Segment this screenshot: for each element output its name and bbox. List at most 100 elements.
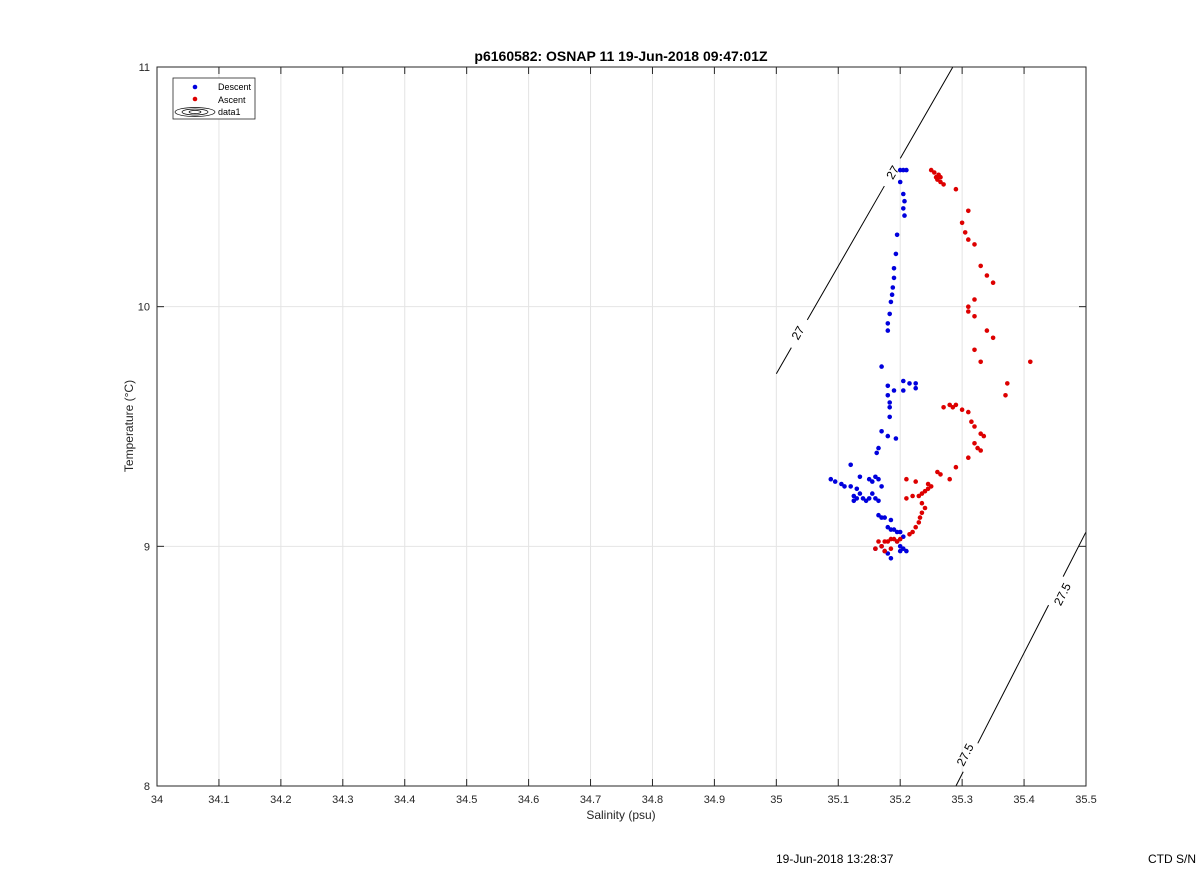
x-axis-label: Salinity (psu)	[586, 808, 655, 822]
ascent-point	[928, 484, 934, 489]
x-tick-label: 34.7	[580, 794, 601, 806]
ascent-point	[950, 405, 956, 410]
ascent-point	[938, 179, 943, 185]
ascent-point	[916, 520, 922, 525]
descent-point	[857, 474, 863, 480]
ascent-point	[959, 220, 965, 226]
ascent-point	[922, 505, 928, 511]
x-tick-label: 34.5	[456, 794, 477, 806]
descent-point	[848, 462, 853, 468]
x-tick-label: 34.6	[518, 794, 539, 806]
ascent-point	[919, 510, 925, 516]
ascent-point	[913, 479, 918, 484]
x-tick-label: 34.3	[332, 794, 353, 806]
ascent-point	[978, 359, 983, 365]
footer-timestamp: 19-Jun-2018 13:28:37	[776, 852, 894, 866]
ascent-point	[953, 402, 959, 408]
descent-point	[882, 515, 887, 520]
descent-point	[866, 496, 872, 501]
ascent-point	[904, 476, 909, 482]
descent-point	[887, 405, 892, 410]
descent-point	[885, 383, 891, 389]
descent-point	[879, 484, 884, 489]
ascent-point	[1003, 393, 1008, 398]
descent-point	[891, 388, 897, 393]
ascent-point	[972, 297, 977, 302]
ascent-point	[938, 472, 943, 477]
descent-point	[902, 198, 907, 204]
ascent-point	[966, 208, 971, 214]
axis-ticks: 34 34.1 34.2 34.3 34.4 34.5 34.6 34.7 34.8 34.9 35…	[138, 62, 1097, 806]
contour-line-segment	[977, 604, 1049, 744]
descent-point	[832, 479, 838, 484]
ascent-point	[882, 539, 887, 544]
ascent-point	[907, 532, 912, 537]
ascent-point	[975, 445, 980, 451]
ascent-point	[966, 237, 971, 242]
descent-point	[901, 378, 906, 384]
descent-point	[885, 321, 891, 326]
legend-data1-label: data1	[218, 107, 241, 117]
contour-line-segment	[806, 185, 885, 321]
contour-label: 27	[789, 323, 808, 342]
ascent-point	[972, 424, 977, 429]
descent-point	[885, 328, 891, 333]
descent-point	[913, 381, 918, 386]
ascent-point	[913, 524, 918, 530]
descent-point	[891, 527, 897, 532]
ascent-point	[873, 546, 878, 551]
chart-title: p6160582: OSNAP 11 19-Jun-2018 09:47:01Z	[474, 48, 768, 64]
descent-point	[873, 496, 878, 501]
descent-point	[897, 548, 903, 554]
y-tick-label: 8	[144, 781, 150, 793]
contour-label: 27	[883, 163, 902, 182]
descent-point	[894, 232, 900, 238]
ascent-point	[919, 500, 925, 506]
ascent-point	[936, 172, 941, 178]
descent-point	[901, 388, 906, 393]
ascent-point	[941, 405, 946, 410]
ascent-point	[910, 493, 915, 499]
descent-point	[828, 476, 834, 482]
ascent-point	[935, 177, 940, 182]
legend[interactable]: Descent Ascent data1	[172, 77, 256, 120]
ascent-point	[947, 476, 952, 482]
ascent-point	[972, 441, 977, 446]
legend-ascent-label: Ascent	[218, 95, 246, 105]
descent-point	[888, 556, 894, 561]
descent-point	[891, 266, 897, 271]
descent-point	[902, 213, 907, 218]
descent-point	[854, 486, 860, 492]
contour-line-segment	[1062, 531, 1087, 577]
descent-point	[866, 476, 872, 482]
series-descent	[828, 167, 918, 561]
ascent-point	[959, 407, 965, 413]
ascent-point	[879, 544, 884, 549]
ascent-point	[925, 481, 931, 487]
ascent-point	[882, 548, 887, 554]
ascent-point	[972, 347, 977, 353]
descent-point	[887, 400, 892, 405]
ascent-point	[897, 536, 903, 542]
x-tick-label: 34.4	[394, 794, 415, 806]
ascent-point	[919, 491, 925, 496]
descent-point	[888, 299, 894, 305]
descent-point	[863, 498, 869, 504]
ascent-point	[984, 273, 990, 278]
descent-point	[885, 433, 891, 439]
ascent-point	[1005, 381, 1010, 386]
x-tick-label: 35.4	[1013, 794, 1034, 806]
contour-line-segment	[775, 347, 792, 375]
ascent-point	[888, 536, 894, 542]
descent-point	[876, 512, 881, 518]
descent-point	[904, 548, 909, 554]
ascent-point	[1028, 359, 1033, 365]
ascent-point	[922, 488, 928, 494]
descent-point	[901, 534, 906, 539]
data-points	[828, 167, 1033, 561]
x-tick-label: 34	[151, 794, 163, 806]
descent-point	[854, 496, 860, 501]
descent-point	[891, 275, 897, 281]
axes-box	[156, 66, 1087, 787]
